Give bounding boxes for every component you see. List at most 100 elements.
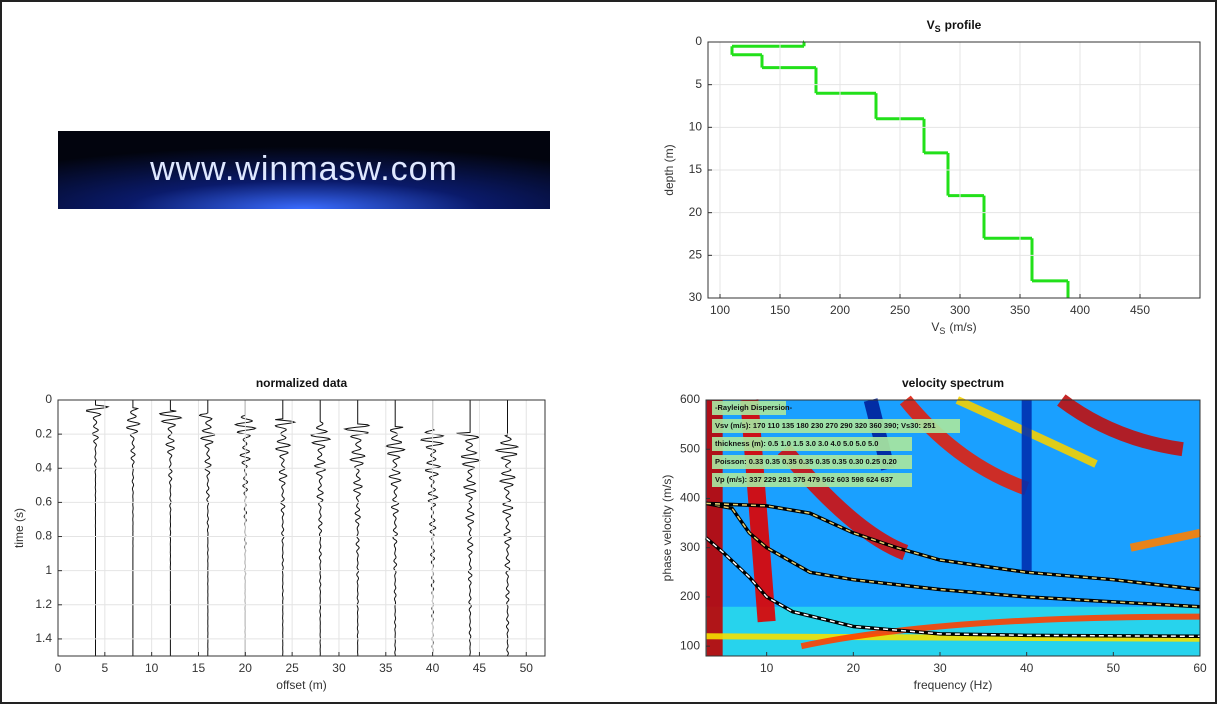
trace: [274, 400, 297, 656]
y-tick-label: 0.4: [35, 460, 52, 474]
x-tick-label: 60: [1193, 661, 1207, 675]
x-tick-label: 150: [770, 303, 790, 317]
x-tick-label: 50: [520, 661, 534, 675]
y-tick-label: 0: [45, 392, 52, 406]
y-tick-label: 200: [680, 589, 700, 603]
y-tick-label: 400: [680, 491, 700, 505]
x-axis-label: VS (m/s): [931, 320, 976, 336]
trace: [456, 400, 481, 657]
spectrum-band: [1129, 529, 1201, 552]
y-tick-label: 5: [695, 77, 702, 91]
spectrum-band: [705, 633, 1201, 642]
annotation-box: [712, 437, 912, 451]
annotation-box: [712, 455, 912, 469]
chart-title: velocity spectrum: [902, 376, 1004, 390]
x-tick-label: 30: [933, 661, 947, 675]
chart-title-main: normalized data: [256, 376, 348, 390]
axes-frame: [707, 41, 1201, 299]
x-axis-label: frequency (Hz): [914, 678, 993, 692]
x-tick-label: 400: [1070, 303, 1090, 317]
y-tick-label: 20: [689, 205, 703, 219]
x-tick-label: 15: [192, 661, 206, 675]
y-tick-label: 1.2: [35, 597, 52, 611]
data-layer: [85, 400, 520, 657]
y-tick-label: 0.8: [35, 529, 52, 543]
trace: [343, 400, 371, 656]
y-tick-label: 300: [680, 540, 700, 554]
logo-text: www.winmasw.com: [149, 150, 458, 188]
annotation-text: Vp (m/s): 337 229 281 375 479 562 603 59…: [715, 475, 893, 484]
data-layer: -Rayleigh Dispersion- Vsv (m/s): 170 110 …: [704, 394, 1201, 656]
data-layer: [730, 40, 1070, 298]
y-tick-label: 0.6: [35, 495, 52, 509]
dispersion-curve-outline: [704, 536, 1201, 639]
y-tick-label: 0.2: [35, 426, 52, 440]
trace: [126, 400, 141, 656]
x-tick-label: 450: [1130, 303, 1150, 317]
annotation-box: [712, 419, 960, 433]
annotation-box: [712, 473, 912, 487]
trace: [384, 400, 406, 657]
y-tick-label: 1.4: [35, 631, 52, 645]
chart-title: normalized data: [256, 376, 348, 390]
spectrum-band: [899, 395, 1030, 496]
x-tick-label: 50: [1107, 661, 1121, 675]
x-tick-label: 350: [1010, 303, 1030, 317]
x-tick-label: 45: [473, 661, 487, 675]
chart-title-suffix: profile: [945, 18, 982, 32]
spectrum-band: [955, 396, 1098, 468]
annotation-box: [712, 401, 786, 415]
annotation-text: Vsv (m/s): 170 110 135 180 230 270 290 3…: [715, 421, 936, 430]
spectrum-band: [740, 399, 776, 623]
x-tick-label: 300: [950, 303, 970, 317]
y-tick-label: 15: [689, 162, 703, 176]
annotation-text: -Rayleigh Dispersion-: [715, 403, 793, 412]
y-tick-label: 100: [680, 638, 700, 652]
spectrum-low: [706, 606, 1200, 656]
x-tick-label: 250: [890, 303, 910, 317]
x-tick-label: 10: [145, 661, 159, 675]
annotation-text: Poisson: 0.33 0.35 0.35 0.35 0.35 0.35 0…: [715, 457, 897, 466]
trace: [198, 400, 216, 656]
y-tick-label: 1: [45, 563, 52, 577]
x-tick-label: 0: [55, 661, 62, 675]
y-tick-label: 25: [689, 248, 703, 262]
x-axis-label-main: offset (m): [276, 678, 326, 692]
axes-background: [58, 400, 545, 656]
x-axis-label-suffix: (m/s): [949, 320, 976, 334]
logo-banner: [58, 131, 550, 209]
dispersion-curve: [705, 502, 1201, 591]
x-tick-label: 40: [426, 661, 440, 675]
axes-frame: [57, 399, 546, 657]
y-tick-label: 0: [695, 34, 702, 48]
trace: [494, 400, 520, 657]
plot-area: [57, 399, 545, 657]
trace: [85, 400, 110, 656]
x-axis-label-main: V: [931, 320, 939, 334]
axes-frame: [705, 399, 1201, 657]
chart-title-main: V: [927, 18, 935, 32]
plot-area: [708, 40, 1200, 299]
y-tick-label: 30: [689, 290, 703, 304]
x-tick-label: 5: [101, 661, 108, 675]
trace: [158, 400, 183, 656]
x-axis-label: offset (m): [276, 678, 326, 692]
x-tick-label: 10: [760, 661, 774, 675]
x-axis-label-main: frequency (Hz): [914, 678, 993, 692]
y-axis-label: phase velocity (m/s): [660, 475, 674, 582]
y-axis-label: depth (m): [662, 144, 676, 195]
x-tick-label: 25: [285, 661, 299, 675]
x-tick-label: 200: [830, 303, 850, 317]
plot-area: -Rayleigh Dispersion- Vsv (m/s): 170 110 …: [704, 394, 1201, 656]
x-tick-label: 30: [332, 661, 346, 675]
y-tick-label: 500: [680, 441, 700, 455]
y-tick-label: 10: [689, 120, 703, 134]
y-axis-label: time (s): [12, 508, 26, 548]
x-axis-label-subscript: S: [939, 326, 945, 336]
dispersion-curve: [705, 502, 1201, 608]
x-tick-label: 35: [379, 661, 393, 675]
x-tick-label: 40: [1020, 661, 1034, 675]
x-tick-label: 20: [847, 661, 861, 675]
trace: [310, 400, 332, 656]
